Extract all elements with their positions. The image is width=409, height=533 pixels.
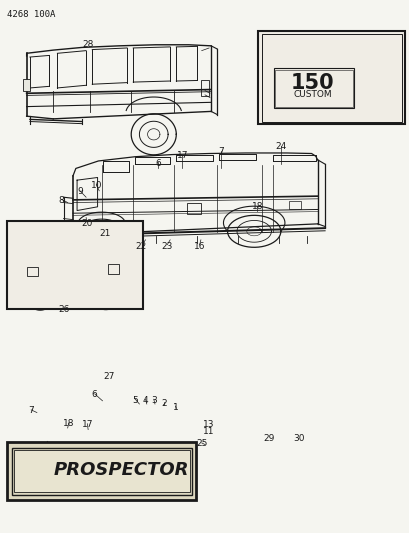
Bar — [274, 70, 352, 107]
Bar — [200, 80, 209, 96]
Text: 12: 12 — [186, 451, 197, 460]
Text: CUSTOM: CUSTOM — [293, 91, 331, 99]
Text: 7: 7 — [28, 407, 34, 415]
Text: 16: 16 — [193, 242, 205, 251]
Text: PROSPECTOR: PROSPECTOR — [53, 461, 188, 479]
Text: 3: 3 — [151, 396, 156, 405]
Bar — [288, 201, 301, 209]
Text: 10: 10 — [90, 181, 102, 190]
Text: 17: 17 — [176, 151, 188, 160]
Text: 27: 27 — [103, 372, 114, 381]
Text: 22: 22 — [135, 243, 147, 251]
Text: 4: 4 — [142, 396, 148, 405]
Text: 7: 7 — [218, 148, 224, 156]
Text: 19: 19 — [47, 445, 59, 454]
Bar — [7, 221, 142, 309]
Bar — [7, 442, 196, 500]
Text: 2: 2 — [161, 399, 166, 408]
Text: 1: 1 — [172, 403, 178, 411]
Text: 13: 13 — [203, 421, 214, 429]
Bar — [258, 31, 404, 124]
Text: 150: 150 — [290, 72, 334, 93]
Text: 25: 25 — [196, 440, 207, 448]
Bar — [273, 68, 353, 108]
Bar — [108, 264, 119, 274]
Text: 14: 14 — [165, 455, 177, 464]
Text: 29: 29 — [263, 434, 274, 442]
Bar — [27, 266, 38, 276]
Text: 21: 21 — [99, 229, 110, 238]
Bar — [261, 34, 401, 122]
Text: 20: 20 — [81, 220, 92, 228]
Text: 17: 17 — [81, 421, 93, 429]
Text: 9: 9 — [77, 188, 83, 196]
Text: 11: 11 — [203, 427, 214, 436]
Text: 23: 23 — [161, 242, 173, 251]
Text: 18: 18 — [251, 203, 263, 211]
Text: 28: 28 — [82, 41, 94, 49]
Text: 5: 5 — [132, 396, 138, 405]
Text: 6: 6 — [155, 159, 160, 167]
Text: 24: 24 — [274, 142, 286, 151]
Text: 30: 30 — [293, 434, 304, 442]
Bar — [186, 203, 200, 214]
Text: 18: 18 — [63, 419, 74, 428]
Text: 8: 8 — [58, 196, 64, 205]
Bar — [22, 79, 30, 91]
Text: 4268 100A: 4268 100A — [7, 10, 56, 19]
Bar — [12, 448, 191, 495]
Text: 16: 16 — [108, 458, 119, 467]
Text: 26: 26 — [58, 305, 69, 313]
Text: 15: 15 — [142, 458, 153, 466]
Text: 6: 6 — [92, 391, 97, 399]
Bar — [14, 450, 190, 492]
